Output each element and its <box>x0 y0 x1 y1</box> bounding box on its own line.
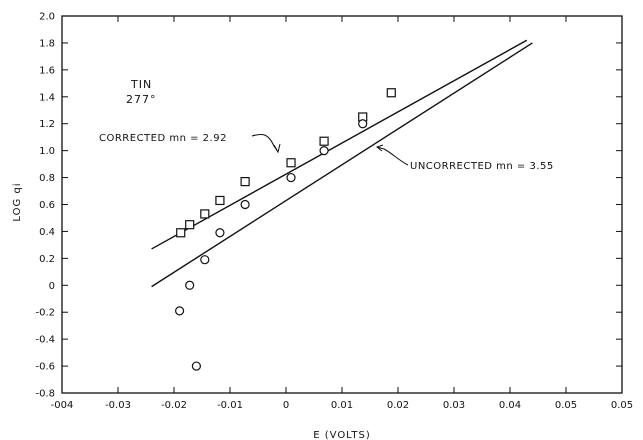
data-point-square <box>386 88 396 98</box>
y-tick-label: -0.2 <box>35 308 55 319</box>
x-tick-label: -0.03 <box>105 400 131 411</box>
leader-line-uncorrected <box>376 146 409 166</box>
x-tick-label: 0.05 <box>611 400 633 411</box>
y-tick-label: 1.2 <box>39 119 55 130</box>
fit-line-uncorrected <box>151 42 533 288</box>
y-tick-label: -0.8 <box>35 389 55 400</box>
data-point-square <box>286 158 296 168</box>
data-point-square <box>240 177 250 187</box>
data-point-layer <box>175 88 396 371</box>
annotation-uncorrected: UNCORRECTED mn = 3.55 <box>410 161 554 172</box>
y-tick-label: -0.6 <box>35 362 55 373</box>
y-tick-label: -0.4 <box>35 335 55 346</box>
y-axis-label: LOG qi <box>12 182 23 221</box>
x-tick-label: 0 <box>283 400 289 411</box>
leader-arrow-uncorrected <box>375 144 384 152</box>
x-tick-label: -0.01 <box>217 400 243 411</box>
y-tick-label: 0.4 <box>39 227 55 238</box>
x-tick-label: 0.03 <box>443 400 465 411</box>
fit-line-corrected <box>151 39 528 250</box>
tick-layer: -004 -0.03 -0.02 -0.01 0 0.01 0.02 0.03 0.04 0.05… <box>35 12 633 412</box>
x-tick-label: 0.04 <box>499 400 521 411</box>
data-point-circle <box>200 255 210 265</box>
data-point-circle <box>215 228 225 238</box>
data-point-square <box>319 136 329 146</box>
leader-arrow-corrected <box>273 143 281 154</box>
data-point-circle <box>286 172 296 183</box>
y-tick-label: 1.6 <box>39 65 55 76</box>
chart-subtitle: 277° <box>126 93 157 106</box>
data-point-circle <box>319 146 329 156</box>
plot-frame <box>61 15 623 394</box>
leader-line-corrected <box>251 133 279 153</box>
data-point-circle <box>358 119 368 129</box>
data-point-square <box>176 228 186 238</box>
y-tick-label: 0.6 <box>39 200 55 211</box>
y-tick-label: 1.4 <box>39 92 55 103</box>
x-tick-label: 0.01 <box>331 400 353 411</box>
annotation-corrected: CORRECTED mn = 2.92 <box>99 133 227 144</box>
y-tick-label: 0.8 <box>39 173 55 184</box>
data-point-circle <box>191 361 201 371</box>
x-tick-label: 0.05 <box>555 400 577 411</box>
annotation-layer: CORRECTED mn = 2.92 UNCORRECTED mn = 3.55 <box>99 133 554 172</box>
y-tick-label: 2.0 <box>39 12 55 23</box>
data-point-circle <box>175 306 185 316</box>
y-tick-label: 1.0 <box>39 146 55 157</box>
y-tick-label: 1.8 <box>39 38 55 49</box>
data-point-square <box>200 209 210 219</box>
y-tick-label: 0.2 <box>39 254 55 265</box>
data-point-circle <box>240 199 250 210</box>
data-point-square <box>215 195 225 206</box>
x-tick-label: 0.02 <box>387 400 409 411</box>
y-tick-label: 0 <box>49 281 55 292</box>
fit-line-layer <box>151 39 533 288</box>
x-tick-label: -004 <box>51 400 74 411</box>
chart-title: TIN <box>130 78 152 91</box>
x-tick-label: -0.02 <box>161 400 187 411</box>
data-point-circle <box>185 280 195 290</box>
data-point-square <box>185 220 195 230</box>
x-axis-label: E (VOLTS) <box>313 430 371 440</box>
plot-frame-layer <box>61 15 623 394</box>
